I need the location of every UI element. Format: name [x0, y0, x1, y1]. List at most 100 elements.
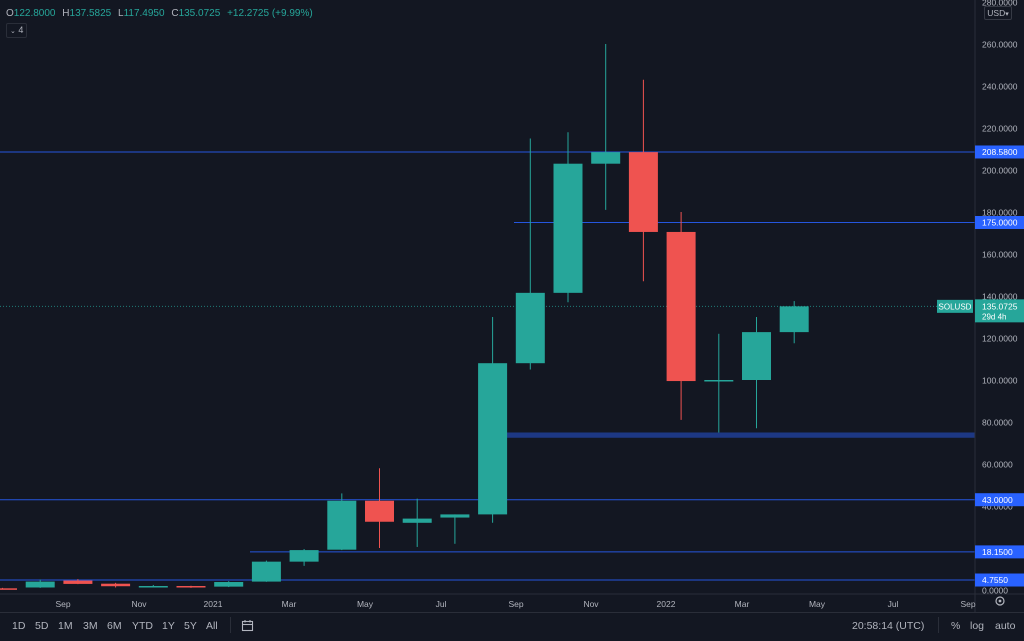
time-axis-tick-label: May: [357, 599, 374, 609]
low-label: L: [118, 8, 124, 19]
level-price-tag-label: 4.7550: [982, 575, 1008, 585]
support-zone: [494, 432, 975, 438]
candle-body: [478, 363, 508, 515]
price-axis-tick-label: 80.0000: [982, 418, 1013, 428]
candle-body: [704, 380, 734, 382]
price-axis-tick-label: 120.0000: [982, 334, 1018, 344]
range-5y-button[interactable]: 5Y: [184, 620, 197, 632]
candle-body: [0, 588, 17, 590]
bottom-toolbar: [0, 612, 1024, 641]
price-chart[interactable]: 0.000020.000040.000060.000080.0000100.00…: [0, 0, 1024, 612]
time-axis-tick-label: 2022: [657, 599, 676, 609]
change-value: +12.2725 (+9.99%): [227, 8, 313, 19]
candle-body: [63, 580, 93, 584]
level-price-tag: [975, 216, 1024, 229]
price-axis-tick-label: 40.0000: [982, 502, 1013, 512]
candle-body: [515, 292, 545, 364]
time-axis-tick-label: May: [809, 599, 826, 609]
horizontal-levels-layer: [0, 151, 975, 581]
time-axis-tick-label: Mar: [735, 599, 750, 609]
currency-label: USD: [987, 8, 1006, 18]
time-axis-tick-label: Jul: [436, 599, 447, 609]
high-value: 137.5825: [69, 8, 112, 19]
level-price-tag-label: 208.5800: [982, 147, 1018, 157]
candle-body: [101, 583, 131, 587]
low-value: 117.4950: [123, 8, 165, 19]
time-axis-tick-label: Nov: [131, 599, 147, 609]
time-axis-tick-label: Jul: [888, 599, 899, 609]
candle-body: [138, 586, 168, 588]
time-axis-tick-label: Sep: [960, 599, 975, 609]
candle-body: [251, 561, 281, 582]
percent-scale-toggle[interactable]: %: [951, 620, 961, 632]
utc-clock[interactable]: 20:58:14 (UTC): [852, 620, 925, 632]
price-axis-tick-label: 60.0000: [982, 460, 1013, 470]
candle-body: [365, 500, 394, 522]
candle-body: [553, 163, 583, 293]
range-1d-button[interactable]: 1D: [12, 620, 26, 632]
level-price-tag: [975, 493, 1024, 507]
candle-body: [25, 581, 55, 588]
chart-background: [0, 0, 1024, 612]
last-price-tag: [975, 299, 1024, 323]
open-label: O: [6, 8, 14, 19]
indicator-count: 4: [18, 25, 24, 35]
price-tags-layer: 208.5800 175.0000 43.0000 18.1500 4.7550 SOLU…: [937, 145, 1024, 587]
price-axis-tick-label: 100.0000: [982, 376, 1018, 386]
calendar-goto-icon[interactable]: [241, 619, 255, 633]
time-axis-tick-label: Nov: [583, 599, 599, 609]
symbol-tag: [937, 299, 973, 313]
candle-body: [666, 231, 696, 382]
candle-body: [440, 514, 470, 518]
high-label: H: [62, 8, 70, 19]
close-value: 135.0725: [178, 8, 221, 19]
price-axis-tick-label: 240.0000: [982, 82, 1018, 92]
last-price-value: 135.0725: [982, 301, 1018, 311]
range-ytd-button[interactable]: YTD: [132, 620, 153, 632]
range-1y-button[interactable]: 1Y: [162, 620, 175, 632]
level-price-tag-label: 18.1500: [982, 547, 1013, 557]
candle-body: [289, 550, 319, 562]
indicators-toggle-button[interactable]: ⌄ 4: [6, 23, 28, 38]
price-axis-tick-label: 220.0000: [982, 124, 1018, 134]
toolbar-divider: [230, 617, 231, 633]
currency-selector[interactable]: USD▾: [984, 6, 1012, 20]
level-price-tag: [975, 545, 1024, 559]
candle-body: [591, 152, 621, 164]
ohlc-legend: O122.8000 H137.5825 L117.4950 C135.0725 …: [6, 8, 317, 19]
candle-body: [402, 518, 432, 523]
range-1m-button[interactable]: 1M: [58, 620, 73, 632]
price-axis-tick-label: 280.0000: [982, 0, 1018, 8]
candle-body: [176, 586, 206, 588]
price-axis-tick-label: 260.0000: [982, 40, 1018, 50]
candle-body: [327, 500, 357, 550]
candle-body: [628, 152, 658, 232]
candle-body: [742, 332, 771, 380]
time-axis-tick-label: Mar: [282, 599, 297, 609]
settings-gear-icon[interactable]: [995, 596, 1005, 606]
time-axis[interactable]: Sep Nov 2021 Mar May Jul Sep Nov 2022 Mar May Jul Se…: [55, 599, 975, 609]
level-price-tag: [975, 573, 1024, 587]
range-5d-button[interactable]: 5D: [35, 620, 49, 632]
candles-layer: [0, 44, 809, 590]
time-axis-tick-label: Sep: [508, 599, 523, 609]
level-price-tag-label: 43.0000: [982, 495, 1013, 505]
level-price-tag: [975, 145, 1024, 159]
symbol-tag-label: SOLUSD: [939, 303, 972, 312]
log-scale-toggle[interactable]: log: [970, 620, 985, 632]
price-axis-tick-label: 200.0000: [982, 166, 1018, 176]
time-axis-tick-label: 2021: [204, 599, 223, 609]
open-value: 122.8000: [13, 8, 56, 19]
range-3m-button[interactable]: 3M: [83, 620, 98, 632]
price-axis-tick-label: 0.0000: [982, 586, 1008, 596]
candle-body: [779, 306, 809, 333]
close-label: C: [171, 8, 179, 19]
price-axis-tick-label: 140.0000: [982, 292, 1018, 302]
range-all-button[interactable]: All: [206, 620, 218, 632]
chevron-down-icon: ⌄: [10, 28, 16, 35]
bar-countdown: 29d 4h: [982, 312, 1006, 321]
auto-scale-toggle[interactable]: auto: [995, 620, 1016, 632]
price-axis-tick-label: 160.0000: [982, 250, 1018, 260]
range-6m-button[interactable]: 6M: [107, 620, 122, 632]
price-axis-tick-label: 180.0000: [982, 208, 1018, 218]
